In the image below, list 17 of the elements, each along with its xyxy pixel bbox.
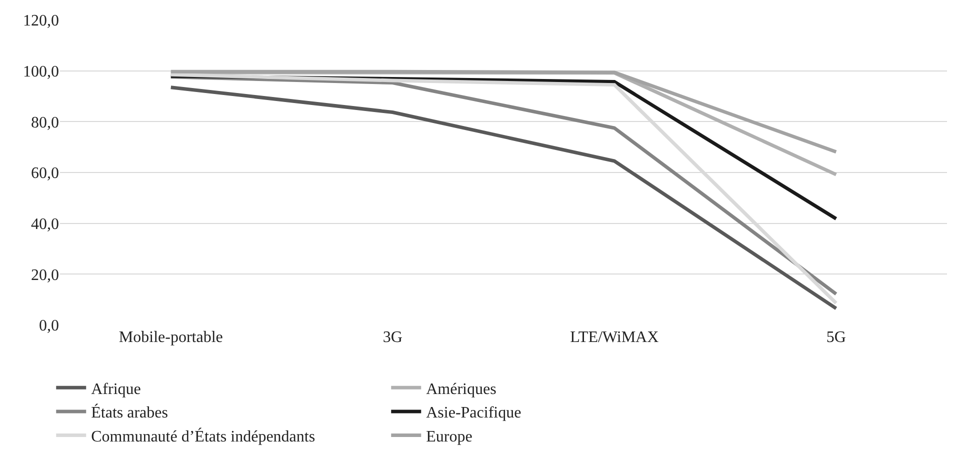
- y-tick-label: 0,0: [39, 318, 59, 335]
- x-tick-label: 5G: [826, 329, 846, 346]
- legend-label: Afrique: [91, 380, 141, 398]
- y-tick-label: 100,0: [23, 63, 59, 80]
- x-tick-label: 3G: [382, 329, 403, 346]
- y-tick-label: 40,0: [31, 216, 59, 233]
- legend-label: Europe: [426, 428, 472, 446]
- y-tick-label: 20,0: [31, 266, 59, 284]
- x-tick-label: LTE/WiMAX: [570, 329, 660, 346]
- y-tick-label: 120,0: [23, 12, 59, 30]
- y-tick-label: 60,0: [31, 165, 59, 182]
- legend-label: Asie-Pacifique: [426, 404, 522, 422]
- x-tick-label: Mobile-portable: [118, 329, 223, 346]
- y-tick-label: 80,0: [31, 114, 59, 132]
- legend-label: États arabes: [91, 404, 168, 422]
- legend-label: Communauté d’États indépendants: [91, 427, 316, 446]
- legend-label: Amériques: [426, 380, 496, 398]
